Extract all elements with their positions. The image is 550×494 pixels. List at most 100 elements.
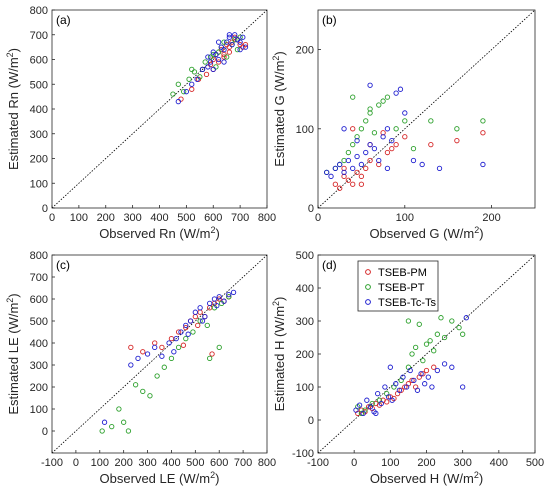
data-point xyxy=(431,348,437,354)
x-axis-label: Observed LE (W/m2) xyxy=(100,470,220,486)
data-point xyxy=(409,351,415,357)
legend-marker xyxy=(365,269,371,275)
y-axis-label: Estimated G (W/m2) xyxy=(271,51,287,167)
y-tick-label: 100 xyxy=(30,404,48,416)
data-point xyxy=(226,34,233,40)
data-point xyxy=(224,39,230,45)
data-point xyxy=(128,362,134,368)
data-point xyxy=(425,374,431,380)
data-point xyxy=(393,90,399,96)
data-point xyxy=(226,49,233,55)
legend: TSEB-PM TSEB-PT TSEB-Tc-Ts xyxy=(357,260,439,312)
data-point xyxy=(363,118,369,124)
y-axis-label: Estimated Rn (W/m2) xyxy=(5,48,21,170)
data-point xyxy=(207,300,213,307)
data-point xyxy=(175,98,181,105)
x-axis-label: Observed G (W/m2) xyxy=(369,225,483,241)
legend-entry-label: TSEB-Tc-Ts xyxy=(378,297,437,309)
y-tick-label: 100 xyxy=(30,178,48,190)
data-point xyxy=(397,86,404,92)
y-tick-label: 500 xyxy=(296,250,314,262)
y-tick-label: 500 xyxy=(30,79,48,91)
x-tick-label: 600 xyxy=(210,457,228,469)
data-point xyxy=(187,318,194,324)
panel-label: (b) xyxy=(322,13,337,27)
data-point xyxy=(210,51,216,58)
data-point xyxy=(434,331,440,337)
data-point xyxy=(402,118,408,124)
data-point xyxy=(398,387,404,393)
x-tick-label: 400 xyxy=(150,212,168,224)
data-point xyxy=(382,384,388,390)
y-tick-label: 400 xyxy=(30,104,48,116)
data-point xyxy=(147,393,153,399)
panel-label: (a) xyxy=(56,13,71,27)
data-point xyxy=(367,141,373,148)
data-point xyxy=(210,49,216,55)
one-to-one-line xyxy=(51,254,268,454)
y-tick-label: 500 xyxy=(30,316,48,328)
data-point xyxy=(423,367,430,374)
data-point xyxy=(140,349,146,355)
y-tick-label: 0 xyxy=(308,203,314,215)
data-point xyxy=(380,98,386,104)
x-tick-label: 700 xyxy=(234,457,252,469)
data-point xyxy=(109,423,115,430)
data-point xyxy=(173,335,179,342)
data-point xyxy=(358,181,365,187)
data-point xyxy=(202,313,208,320)
data-point xyxy=(159,344,165,351)
data-point xyxy=(416,321,422,327)
data-point xyxy=(428,141,434,148)
y-tick-label: 0 xyxy=(42,203,48,215)
data-point xyxy=(449,364,455,370)
data-point xyxy=(378,400,384,407)
data-point xyxy=(210,66,216,73)
x-tick-label: 200 xyxy=(417,457,435,469)
data-point xyxy=(364,397,370,403)
x-tick-label: 100 xyxy=(381,457,399,469)
data-point xyxy=(353,407,359,413)
data-point xyxy=(358,173,365,179)
x-tick-label: 500 xyxy=(526,457,544,469)
data-point xyxy=(367,82,373,88)
data-point xyxy=(226,294,232,300)
data-point xyxy=(389,138,395,144)
legend-entry-label: TSEB-PM xyxy=(378,267,427,279)
data-point xyxy=(434,367,440,374)
x-tick-label: 400 xyxy=(490,457,508,469)
y-tick-label: 300 xyxy=(296,316,314,328)
y-tick-label: 200 xyxy=(30,154,48,166)
data-point xyxy=(400,374,406,380)
data-point xyxy=(215,39,222,45)
data-point xyxy=(449,318,455,324)
data-point xyxy=(410,145,417,152)
data-point xyxy=(356,402,363,408)
data-point xyxy=(125,428,132,434)
x-axis-label: Observed Rn (W/m2) xyxy=(99,225,220,241)
y-tick-label: 300 xyxy=(30,360,48,372)
data-point xyxy=(456,324,462,331)
data-point xyxy=(393,381,399,387)
y-tick-label: 200 xyxy=(296,45,314,57)
data-point xyxy=(345,149,352,156)
y-tick-label: -100 xyxy=(292,448,314,460)
series-tseb-tc-ts xyxy=(353,315,469,417)
data-point xyxy=(367,404,374,410)
legend-marker xyxy=(365,284,371,290)
data-point xyxy=(409,377,415,384)
data-point xyxy=(195,322,201,329)
data-point xyxy=(192,309,198,315)
data-point xyxy=(202,59,208,65)
data-point xyxy=(224,54,230,60)
data-point xyxy=(216,344,222,351)
x-tick-label: -100 xyxy=(307,457,329,469)
data-point xyxy=(190,329,196,335)
data-point xyxy=(121,419,127,425)
y-axis-label: Estimated LE (W/m2) xyxy=(5,293,21,414)
y-tick-label: 0 xyxy=(42,426,48,438)
legend-marker xyxy=(365,299,371,305)
y-tick-label: 800 xyxy=(30,5,48,17)
data-point xyxy=(345,177,352,183)
